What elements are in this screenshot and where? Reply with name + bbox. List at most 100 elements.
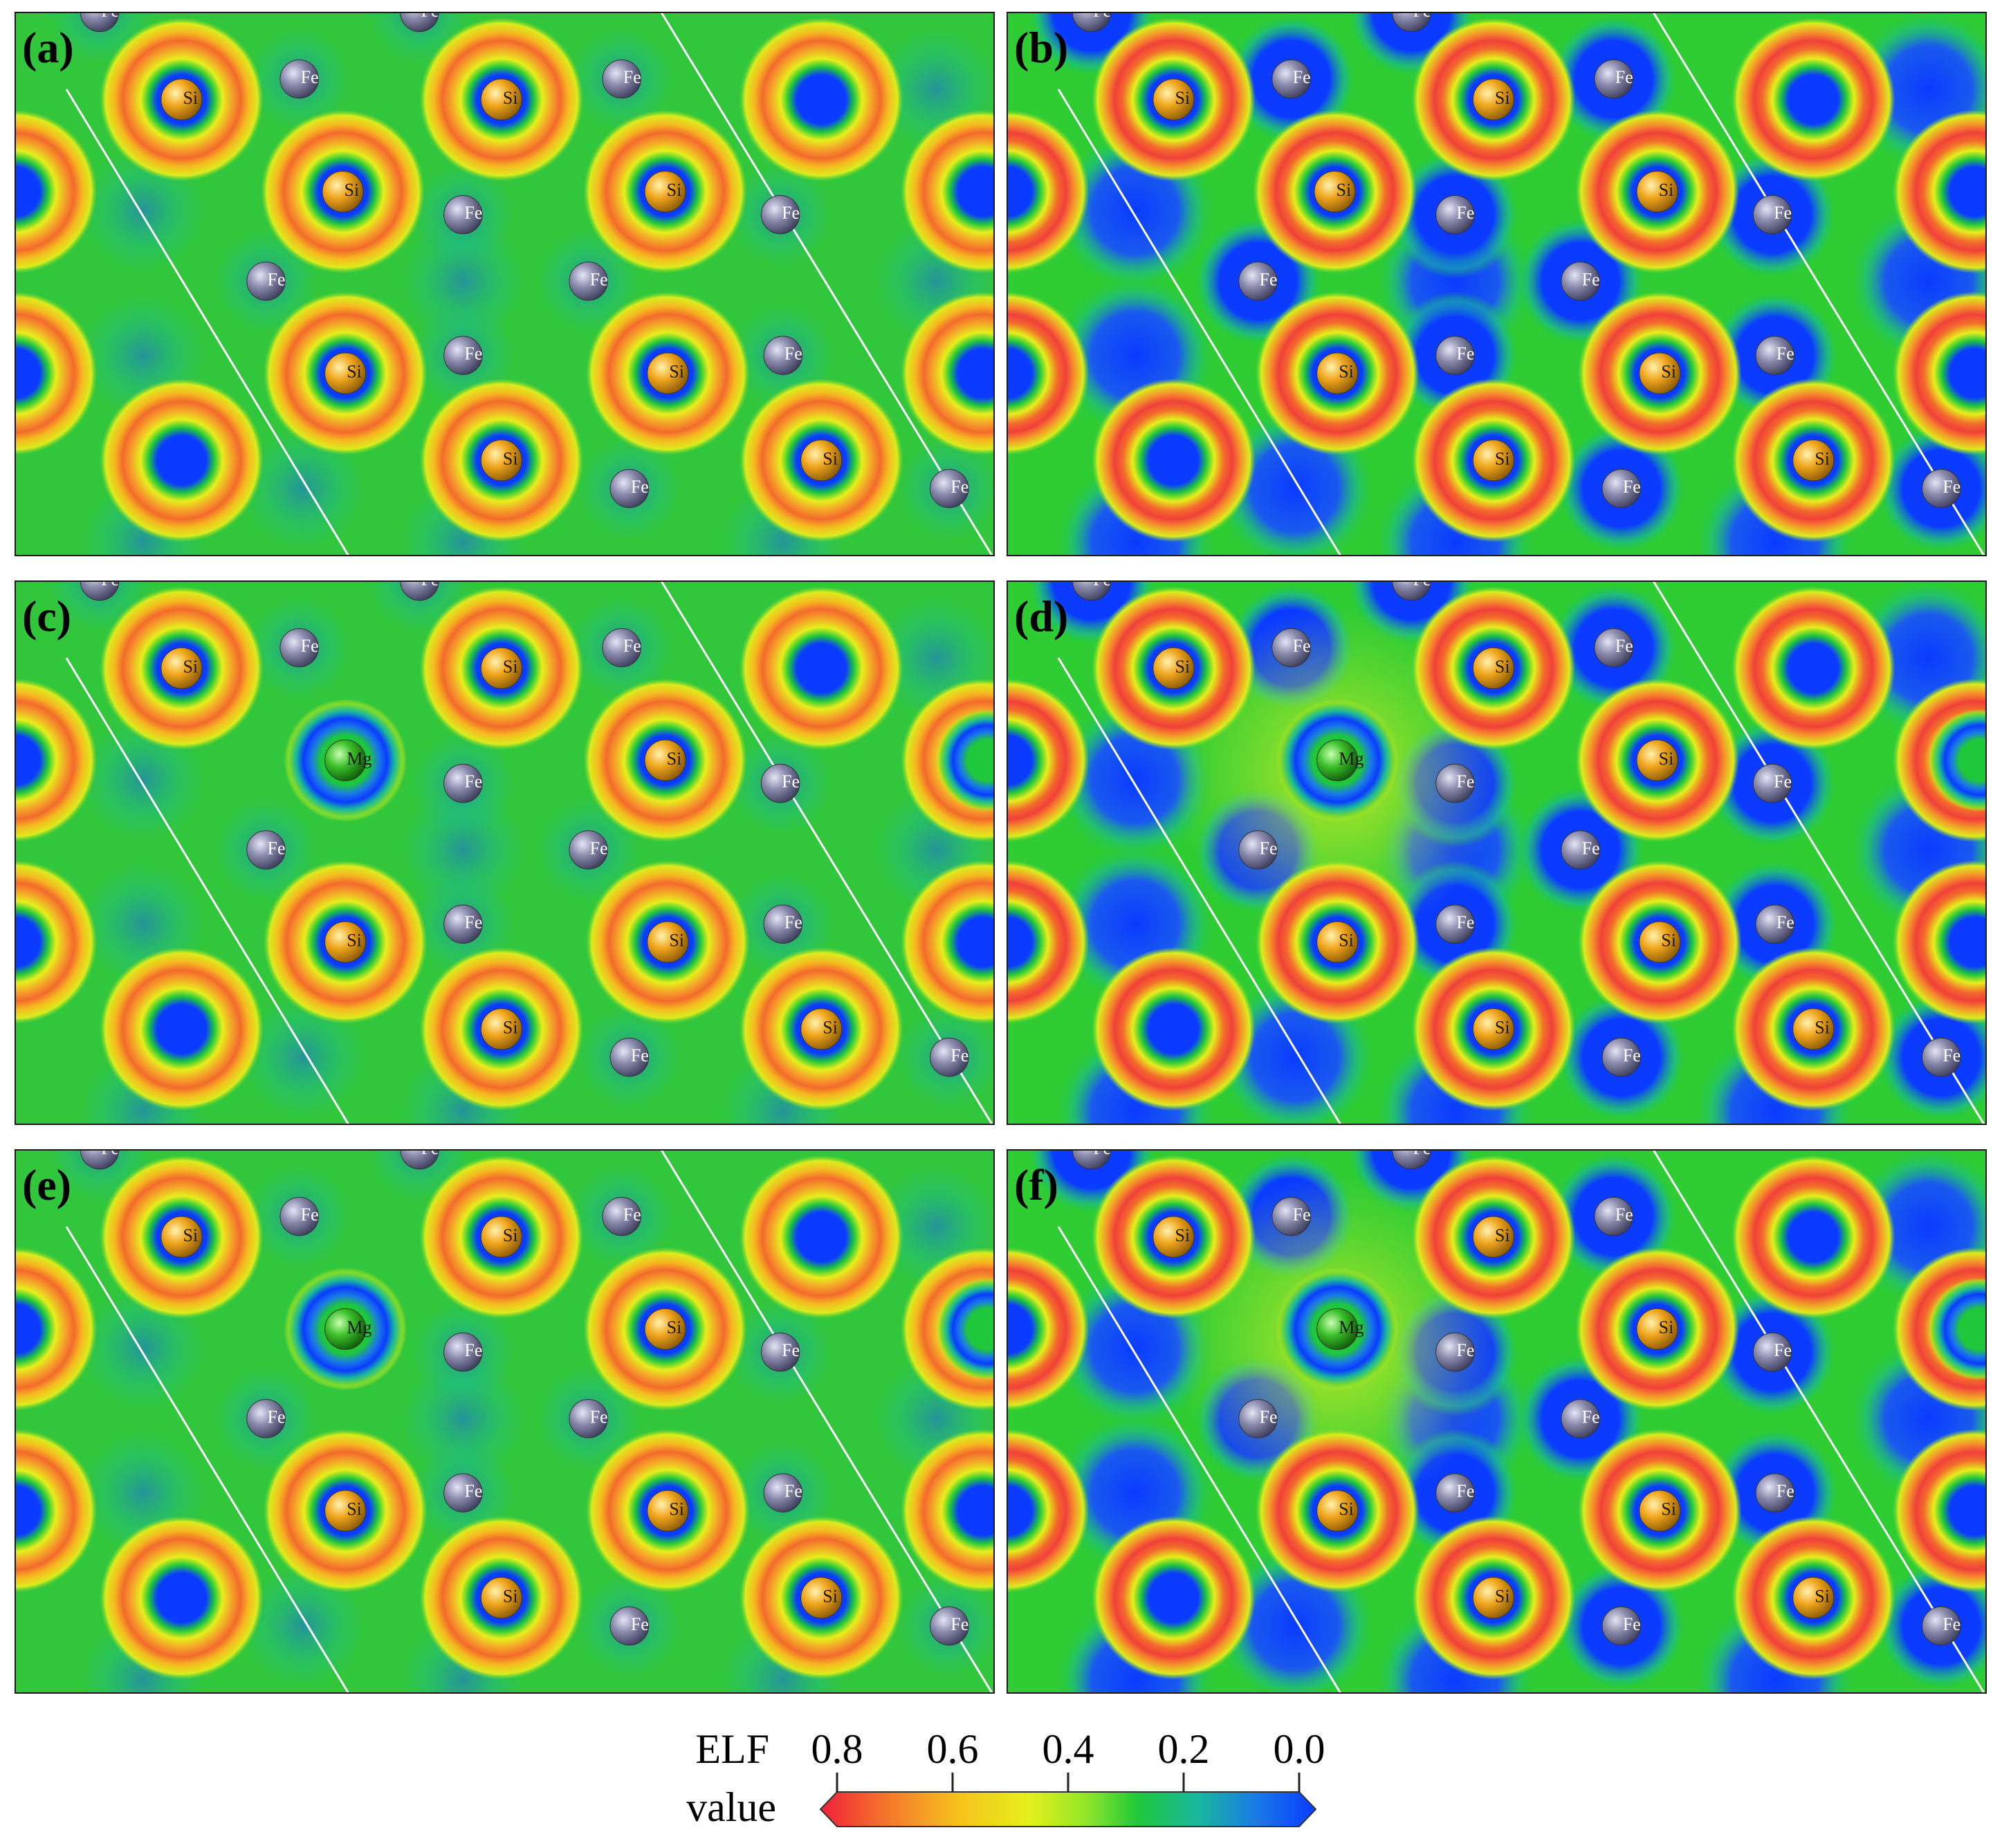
si-atom-label: Si xyxy=(347,931,362,951)
fe-atom xyxy=(930,1606,969,1646)
mg-atom-label: Mg xyxy=(347,1317,371,1337)
si-atom xyxy=(647,352,689,394)
fe-atom xyxy=(930,1037,969,1077)
fe-atom-label: Fe xyxy=(1456,344,1474,364)
fe-atom xyxy=(1752,195,1792,235)
mg-atom-label: Mg xyxy=(1339,1317,1363,1337)
fe-atom xyxy=(400,1150,439,1170)
si-elf-ring xyxy=(1007,860,1090,1024)
elf-panel-a: Si Si Si Si Si Si Si Si Fe Fe Fe Fe Fe Fe Fe Fe Fe Fe Fe Fe… xyxy=(15,12,995,556)
si-atom xyxy=(644,170,686,213)
fe-atom-label: Fe xyxy=(1456,913,1474,933)
colorbar-tick-label: 0.6 xyxy=(927,1726,979,1772)
si-atom-label: Si xyxy=(1659,180,1674,200)
si-atom xyxy=(1314,170,1356,213)
si-elf-ring xyxy=(1007,1247,1090,1411)
si-atom-label: Si xyxy=(1175,1225,1190,1245)
si-atom xyxy=(480,1216,522,1258)
fe-atom xyxy=(1752,1333,1792,1372)
si-atom-label: Si xyxy=(1815,448,1830,468)
si-atom-label: Si xyxy=(1495,1225,1510,1245)
fe-atom-label: Fe xyxy=(1776,1481,1794,1501)
si-atom-label: Si xyxy=(1495,88,1510,108)
fe-atom xyxy=(80,1150,120,1170)
fe-atom xyxy=(930,468,969,509)
si-elf-ring xyxy=(901,291,994,455)
si-atom-label: Si xyxy=(667,180,682,200)
fe-atom xyxy=(569,830,608,870)
si-atom-label: Si xyxy=(347,362,362,382)
si-elf-ring xyxy=(901,860,994,1024)
fe-atom xyxy=(763,1473,803,1512)
si-atom xyxy=(1472,1577,1514,1619)
si-elf-ring xyxy=(1007,1429,1090,1593)
fe-atom-label: Fe xyxy=(1413,1138,1431,1158)
si-atom xyxy=(480,1577,522,1619)
fe-atom-label: Fe xyxy=(421,569,439,589)
colorbar-title: ELF xyxy=(695,1726,769,1772)
fe-atom-label: Fe xyxy=(1943,1614,1960,1634)
fe-atom xyxy=(1435,195,1475,235)
fe-atom-label: Fe xyxy=(1413,569,1431,589)
si-atom xyxy=(1472,1008,1514,1050)
si-atom-label: Si xyxy=(1659,749,1674,769)
fe-atom-label: Fe xyxy=(1260,1407,1278,1427)
fe-atom-label: Fe xyxy=(1615,1205,1633,1225)
fe-atom xyxy=(1435,1473,1475,1512)
si-atom-label: Si xyxy=(823,1586,838,1606)
fe-atom xyxy=(1755,336,1795,375)
si-elf-ring xyxy=(1092,378,1256,542)
fe-atom-label: Fe xyxy=(101,1138,119,1158)
fe-atom-label: Fe xyxy=(301,67,319,87)
fe-atom xyxy=(1392,1150,1431,1170)
elf-panel-b: Si Si Si Si Si Si Si Si Fe Fe Fe Fe Fe Fe Fe Fe Fe Fe Fe Fe… xyxy=(1007,1,1987,556)
si-atom xyxy=(160,78,203,120)
colorbar-tick-label: 0.2 xyxy=(1158,1726,1210,1772)
fe-atom xyxy=(279,1196,319,1236)
si-elf-ring xyxy=(1007,109,1090,274)
fe-atom xyxy=(1435,764,1475,803)
si-atom xyxy=(480,439,522,482)
si-atom-label: Si xyxy=(503,88,518,108)
fe-atom xyxy=(1755,904,1795,944)
si-atom-label: Si xyxy=(667,749,682,769)
fe-atom xyxy=(80,581,120,601)
fe-atom xyxy=(1601,468,1642,509)
si-atom xyxy=(1316,921,1359,963)
mg-atom xyxy=(1316,1308,1359,1351)
fe-atom xyxy=(1072,581,1112,601)
si-atom xyxy=(800,1008,843,1050)
si-elf-ring xyxy=(1007,291,1090,455)
fe-atom-label: Fe xyxy=(464,1340,482,1360)
panel-frame xyxy=(15,580,995,1125)
fe-atom-label: Fe xyxy=(1615,636,1633,656)
fe-atom xyxy=(1271,59,1311,99)
fe-atom xyxy=(569,1399,608,1438)
fe-atom xyxy=(279,59,319,99)
fe-atom-label: Fe xyxy=(464,203,482,223)
fe-atom xyxy=(1238,262,1278,301)
elf-colorbar: ELF value 0.8 0.6 0.4 0.2 0.0 xyxy=(686,1726,1325,1830)
fe-atom-label: Fe xyxy=(782,203,800,223)
si-atom-label: Si xyxy=(183,1225,198,1245)
fe-atom xyxy=(602,1196,641,1236)
si-elf-ring xyxy=(100,378,264,542)
fe-atom xyxy=(443,195,483,235)
panel-frame xyxy=(1007,580,1987,1125)
si-atom xyxy=(324,352,367,394)
fe-atom xyxy=(1922,1037,1961,1077)
si-elf-ring xyxy=(901,109,994,274)
fe-atom-label: Fe xyxy=(951,477,968,497)
fe-atom-label: Fe xyxy=(1623,477,1641,497)
si-atom-label: Si xyxy=(667,1317,682,1337)
panel-label: (c) xyxy=(22,592,71,641)
fe-atom-label: Fe xyxy=(623,636,641,656)
fe-atom-label: Fe xyxy=(631,1045,649,1065)
elf-panel-f: SiSiSiSiSiSiSiFeFeFeFeFeFeFeFeFeFeFeFeFe… xyxy=(1007,1138,1987,1694)
si-atom-label: Si xyxy=(503,1225,518,1245)
fe-atom-label: Fe xyxy=(782,1340,800,1360)
fe-atom xyxy=(1435,904,1475,944)
fe-atom-label: Fe xyxy=(1093,1,1111,21)
cell-boundary-line xyxy=(1057,1226,1342,1693)
si-atom xyxy=(1792,1577,1835,1619)
